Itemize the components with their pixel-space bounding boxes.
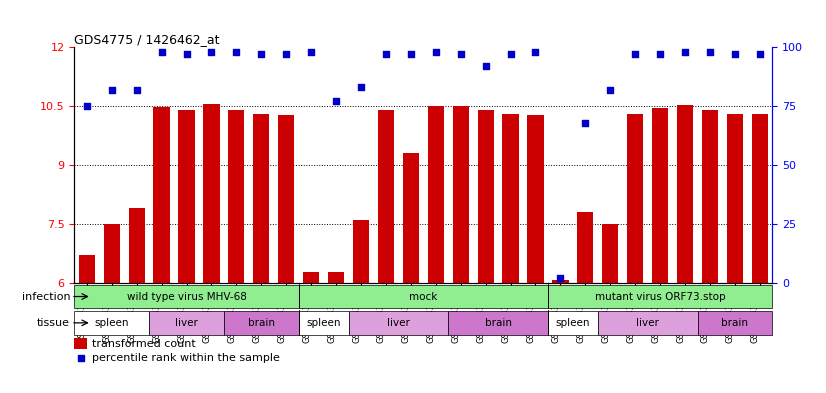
FancyBboxPatch shape xyxy=(299,285,548,308)
Point xyxy=(330,98,343,105)
Text: GDS4775 / 1426462_at: GDS4775 / 1426462_at xyxy=(74,33,220,46)
Bar xyxy=(353,220,369,283)
Point xyxy=(474,300,487,307)
Text: spleen: spleen xyxy=(556,318,590,328)
Point xyxy=(430,49,443,55)
Bar xyxy=(453,106,469,283)
Point xyxy=(379,51,392,57)
Text: liver: liver xyxy=(387,318,410,328)
Point xyxy=(105,86,118,93)
Bar xyxy=(403,153,419,283)
Bar xyxy=(129,208,145,283)
Bar xyxy=(377,110,394,283)
Bar xyxy=(502,114,519,283)
Point xyxy=(205,49,218,55)
Bar xyxy=(103,224,120,283)
FancyBboxPatch shape xyxy=(150,311,224,334)
FancyBboxPatch shape xyxy=(349,311,449,334)
FancyBboxPatch shape xyxy=(74,285,299,308)
Text: infection: infection xyxy=(21,292,70,301)
Bar xyxy=(328,272,344,283)
Bar xyxy=(178,110,195,283)
Point xyxy=(604,86,617,93)
Bar xyxy=(602,224,619,283)
Point xyxy=(704,49,717,55)
FancyBboxPatch shape xyxy=(74,311,150,334)
Point xyxy=(80,103,93,109)
Bar xyxy=(303,272,320,283)
Bar xyxy=(752,114,768,283)
Point xyxy=(155,49,169,55)
FancyBboxPatch shape xyxy=(548,285,772,308)
Point xyxy=(404,51,417,57)
Bar xyxy=(203,104,220,283)
Text: percentile rank within the sample: percentile rank within the sample xyxy=(92,353,280,363)
Bar xyxy=(228,110,244,283)
Point xyxy=(678,49,691,55)
Bar xyxy=(677,105,693,283)
Bar xyxy=(428,106,444,283)
Text: wild type virus MHV-68: wild type virus MHV-68 xyxy=(126,292,246,301)
Text: transformed count: transformed count xyxy=(92,339,196,349)
Point xyxy=(504,51,517,57)
Text: liver: liver xyxy=(175,318,198,328)
Point xyxy=(254,51,268,57)
Point xyxy=(230,49,243,55)
Point xyxy=(579,119,592,126)
Point xyxy=(529,49,542,55)
Bar xyxy=(577,212,593,283)
Point xyxy=(354,84,368,90)
FancyBboxPatch shape xyxy=(224,311,299,334)
Bar xyxy=(702,110,718,283)
Point xyxy=(553,275,567,281)
Text: brain: brain xyxy=(248,318,275,328)
Bar xyxy=(527,115,544,283)
Bar xyxy=(254,114,269,283)
FancyBboxPatch shape xyxy=(299,311,349,334)
Text: spleen: spleen xyxy=(94,318,129,328)
Point xyxy=(454,51,468,57)
Point xyxy=(629,51,642,57)
FancyBboxPatch shape xyxy=(697,311,772,334)
Point xyxy=(653,51,667,57)
Bar xyxy=(553,280,568,283)
Bar xyxy=(78,255,95,283)
Text: liver: liver xyxy=(636,318,659,328)
Bar xyxy=(627,114,643,283)
Bar xyxy=(652,108,668,283)
Bar xyxy=(727,114,743,283)
Point xyxy=(180,51,193,57)
Text: mock: mock xyxy=(409,292,438,301)
Text: spleen: spleen xyxy=(306,318,341,328)
FancyBboxPatch shape xyxy=(598,311,697,334)
Bar xyxy=(278,115,294,283)
Bar xyxy=(477,110,494,283)
Point xyxy=(130,86,143,93)
Bar xyxy=(154,107,169,283)
FancyBboxPatch shape xyxy=(548,311,598,334)
Point xyxy=(753,51,767,57)
Point xyxy=(305,49,318,55)
Bar xyxy=(74,338,87,349)
Point xyxy=(280,51,293,57)
Text: brain: brain xyxy=(721,318,748,328)
Point xyxy=(729,51,742,57)
Point xyxy=(479,63,492,69)
Text: brain: brain xyxy=(485,318,511,328)
Text: tissue: tissue xyxy=(37,318,70,328)
FancyBboxPatch shape xyxy=(449,311,548,334)
Text: mutant virus ORF73.stop: mutant virus ORF73.stop xyxy=(595,292,725,301)
